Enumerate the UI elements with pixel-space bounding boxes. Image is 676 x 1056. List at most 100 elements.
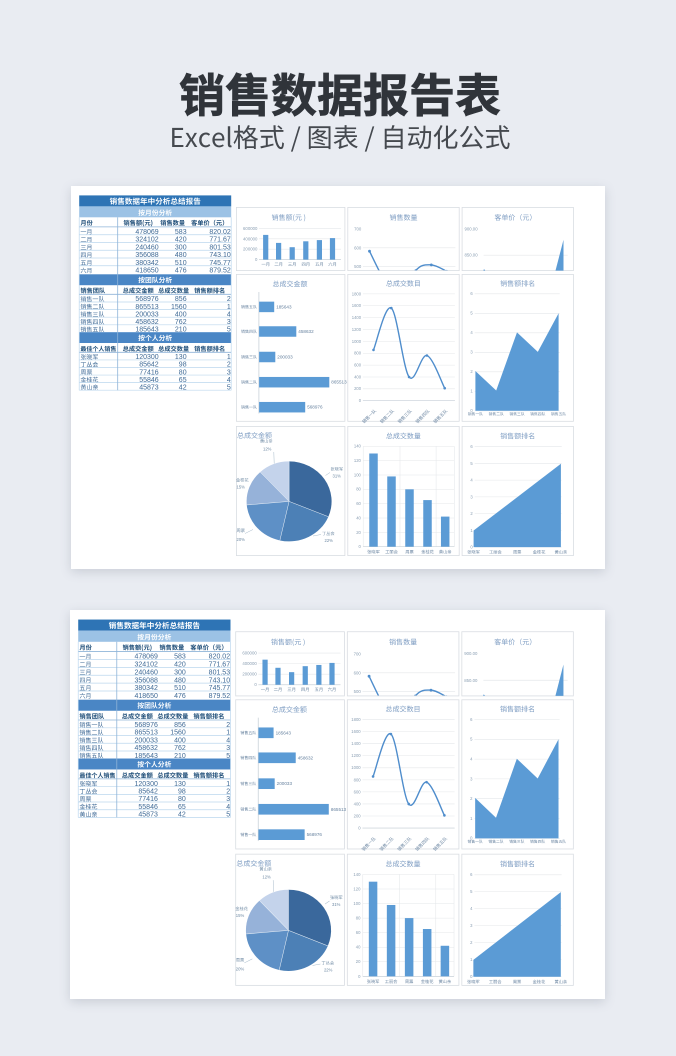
svg-text:400: 400 — [354, 801, 362, 806]
svg-text:568976: 568976 — [135, 722, 158, 729]
svg-text:420: 420 — [174, 662, 186, 669]
svg-text:600: 600 — [354, 245, 362, 250]
svg-text:762: 762 — [175, 319, 187, 326]
svg-text:3: 3 — [226, 745, 230, 752]
svg-text:12%: 12% — [263, 447, 272, 452]
svg-text:0: 0 — [255, 257, 258, 262]
svg-text:3: 3 — [226, 796, 230, 803]
svg-text:77416: 77416 — [139, 369, 159, 376]
svg-text:458632: 458632 — [298, 755, 314, 760]
svg-text:865513: 865513 — [135, 730, 158, 737]
svg-text:80: 80 — [356, 487, 361, 492]
svg-text:5: 5 — [226, 753, 230, 760]
svg-text:324102: 324102 — [135, 662, 158, 669]
svg-text:3: 3 — [470, 776, 473, 781]
svg-text:5: 5 — [470, 737, 473, 742]
svg-text:6: 6 — [470, 717, 473, 722]
svg-text:476: 476 — [175, 268, 187, 275]
svg-text:42: 42 — [178, 812, 186, 819]
svg-text:185643: 185643 — [276, 304, 292, 309]
svg-text:6: 6 — [470, 444, 473, 449]
svg-text:100: 100 — [353, 901, 361, 906]
svg-text:400000: 400000 — [243, 236, 258, 241]
svg-text:458632: 458632 — [135, 319, 158, 326]
svg-text:583: 583 — [174, 654, 186, 661]
svg-text:100: 100 — [354, 472, 362, 477]
svg-text:0: 0 — [470, 544, 473, 549]
svg-text:600000: 600000 — [242, 651, 257, 656]
svg-text:380342: 380342 — [135, 260, 158, 267]
svg-text:2: 2 — [470, 940, 473, 945]
svg-text:6: 6 — [470, 872, 473, 877]
svg-text:20: 20 — [356, 959, 361, 964]
svg-text:1560: 1560 — [170, 730, 186, 737]
svg-text:130: 130 — [174, 781, 186, 788]
svg-text:478069: 478069 — [135, 229, 158, 236]
svg-text:743.10: 743.10 — [209, 252, 231, 259]
svg-text:15%: 15% — [236, 913, 245, 918]
svg-text:120300: 120300 — [135, 781, 158, 788]
svg-text:476: 476 — [174, 693, 186, 700]
svg-text:700: 700 — [354, 227, 362, 232]
svg-text:2: 2 — [226, 789, 230, 796]
svg-text:120: 120 — [354, 458, 362, 463]
svg-text:1: 1 — [470, 816, 473, 821]
svg-text:5: 5 — [470, 889, 473, 894]
svg-text:500: 500 — [354, 689, 362, 694]
svg-text:4: 4 — [470, 330, 473, 335]
svg-text:4: 4 — [470, 906, 473, 911]
svg-text:5: 5 — [470, 311, 473, 316]
svg-text:820.02: 820.02 — [209, 654, 230, 661]
svg-text:55846: 55846 — [138, 804, 158, 811]
svg-text:60: 60 — [356, 501, 361, 506]
svg-text:15%: 15% — [237, 485, 246, 490]
svg-text:55846: 55846 — [139, 377, 159, 384]
svg-text:771.67: 771.67 — [209, 662, 230, 669]
svg-text:185643: 185643 — [135, 753, 158, 760]
svg-text:200000: 200000 — [243, 247, 258, 252]
svg-text:240460: 240460 — [135, 244, 158, 251]
svg-text:0: 0 — [470, 408, 473, 413]
svg-text:600000: 600000 — [243, 226, 258, 231]
svg-text:865513: 865513 — [331, 380, 347, 385]
svg-text:60: 60 — [356, 930, 361, 935]
svg-text:31%: 31% — [332, 902, 341, 907]
svg-text:20: 20 — [356, 530, 361, 535]
svg-text:85642: 85642 — [138, 789, 158, 796]
svg-text:98: 98 — [178, 789, 186, 796]
svg-text:5: 5 — [227, 327, 231, 334]
svg-text:1200: 1200 — [351, 753, 361, 758]
svg-text:22%: 22% — [324, 968, 333, 973]
svg-text:4: 4 — [227, 377, 231, 384]
svg-text:0: 0 — [358, 974, 361, 979]
svg-text:478069: 478069 — [135, 654, 158, 661]
svg-text:12%: 12% — [262, 875, 271, 880]
svg-text:200: 200 — [354, 386, 362, 391]
svg-text:200033: 200033 — [135, 311, 158, 318]
svg-text:40: 40 — [356, 945, 361, 950]
svg-text:879.52: 879.52 — [209, 693, 230, 700]
svg-text:2: 2 — [470, 369, 473, 374]
svg-text:40: 40 — [356, 515, 361, 520]
svg-text:418650: 418650 — [135, 268, 158, 275]
svg-text:240460: 240460 — [135, 669, 158, 676]
svg-text:850.00: 850.00 — [464, 678, 478, 683]
svg-text:4: 4 — [470, 756, 473, 761]
svg-text:20%: 20% — [237, 537, 246, 542]
svg-text:583: 583 — [175, 229, 187, 236]
svg-text:400000: 400000 — [242, 661, 257, 666]
svg-text:1000: 1000 — [352, 339, 362, 344]
svg-text:480: 480 — [175, 252, 187, 259]
svg-text:418650: 418650 — [135, 693, 158, 700]
svg-text:4: 4 — [226, 737, 230, 744]
svg-text:600: 600 — [354, 789, 362, 794]
svg-text:3: 3 — [470, 494, 473, 499]
svg-text:1: 1 — [470, 957, 473, 962]
svg-text:210: 210 — [175, 327, 187, 334]
svg-text:5: 5 — [470, 461, 473, 466]
svg-text:745.77: 745.77 — [209, 260, 231, 267]
svg-text:4: 4 — [470, 478, 473, 483]
svg-text:200033: 200033 — [277, 781, 293, 786]
svg-text:0: 0 — [470, 974, 473, 979]
svg-text:850.00: 850.00 — [464, 253, 478, 258]
